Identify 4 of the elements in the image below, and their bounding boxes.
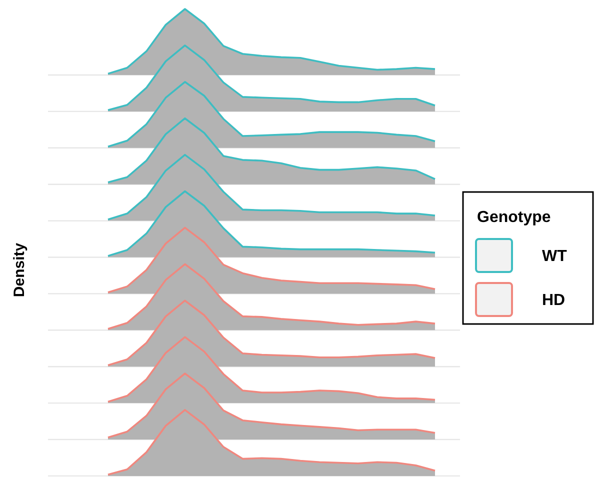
y-axis-title: Density	[11, 242, 28, 298]
legend-label: HD	[542, 292, 566, 309]
legend-title: Genotype	[477, 209, 551, 226]
legend-label: WT	[542, 248, 568, 265]
